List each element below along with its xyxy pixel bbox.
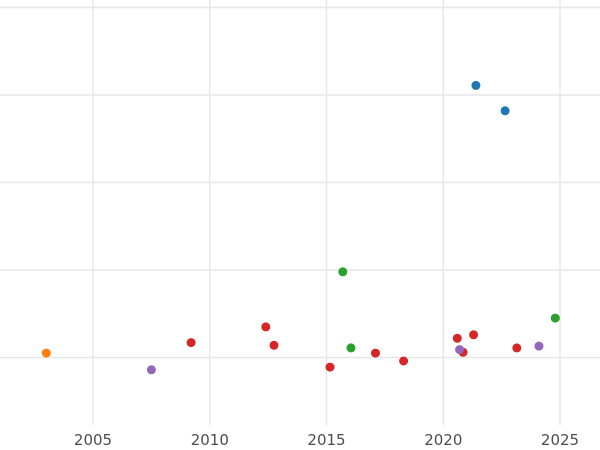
scatter-point-red <box>186 338 196 348</box>
scatter-point-green <box>346 343 356 353</box>
scatter-point-red <box>269 340 279 350</box>
x-tick-label: 2005 <box>74 431 112 449</box>
scatter-point-green <box>338 267 348 277</box>
x-tick-labels-group: 2005 2010 2015 2020 2025 <box>74 431 579 449</box>
scatter-point-red <box>452 333 462 343</box>
scatter-point-purple <box>455 345 465 355</box>
scatter-point-red <box>261 322 271 332</box>
scatter-point-red <box>469 330 479 340</box>
scatter-point-red <box>325 362 335 372</box>
scatter-point-purple <box>534 341 544 351</box>
x-tick-label: 2015 <box>307 431 345 449</box>
x-tick-label: 2010 <box>191 431 229 449</box>
scatter-point-blue <box>471 80 481 90</box>
scatter-point-purple <box>146 365 156 375</box>
points-group <box>41 80 560 375</box>
scatter-point-green <box>550 313 560 323</box>
scatter-point-red <box>399 356 409 366</box>
x-tick-label: 2020 <box>424 431 462 449</box>
scatter-point-blue <box>500 106 510 116</box>
scatter-point-red <box>512 343 522 353</box>
scatter-point-orange <box>41 348 51 358</box>
gridlines-group <box>0 0 600 425</box>
x-tick-label: 2025 <box>541 431 579 449</box>
scatter-point-red <box>371 348 380 358</box>
